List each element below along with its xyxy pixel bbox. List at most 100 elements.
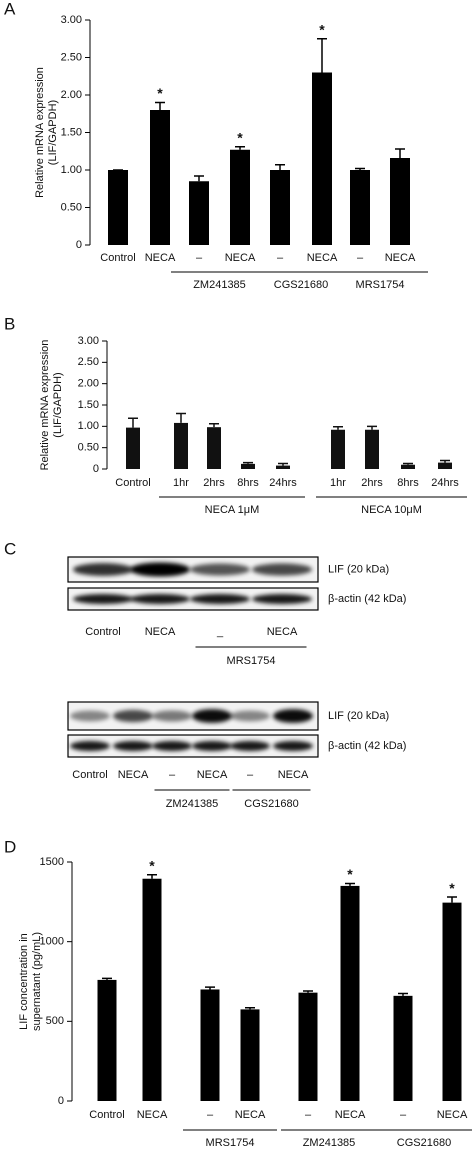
significance-marker: * [157, 85, 163, 101]
y-tick-label: 2.50 [61, 51, 82, 63]
blot-band [73, 563, 133, 576]
bar [142, 878, 162, 1101]
error-bar [235, 146, 245, 150]
x-tick-label: 2hrs [203, 477, 225, 489]
blot-band [190, 594, 250, 604]
x-tick-label: 8hrs [237, 477, 259, 489]
y-tick-label: 0 [93, 463, 99, 475]
blot-band [190, 563, 250, 576]
y-tick-label: 500 [46, 1015, 64, 1027]
lane-label: NECA [267, 626, 298, 638]
bar [401, 464, 415, 469]
bar [108, 170, 128, 245]
error-bar [317, 38, 327, 73]
error-bar [303, 990, 313, 993]
error-bar [245, 1007, 255, 1010]
x-tick-label: NECA [225, 252, 256, 264]
lane-label: – [169, 769, 176, 781]
x-tick-label: NECA [385, 252, 416, 264]
error-bar [355, 167, 365, 170]
bar [97, 979, 117, 1101]
x-tick-label: 2hrs [361, 477, 383, 489]
group-label: MRS1754 [206, 1137, 255, 1149]
error-bar [155, 101, 165, 110]
x-tick-label: NECA [307, 252, 338, 264]
y-tick-label: 0 [58, 1095, 64, 1107]
blot-band [252, 563, 312, 576]
y-tick-label: 2.50 [78, 356, 99, 368]
bar [207, 427, 221, 469]
y-axis-label: (LIF/GAPDH) [52, 372, 64, 437]
bar [189, 181, 209, 245]
bar [174, 422, 188, 469]
x-tick-label: NECA [145, 252, 176, 264]
error-bar [209, 423, 219, 428]
error-bar [128, 417, 138, 428]
blot-band [252, 594, 312, 604]
blot-band [273, 741, 313, 751]
error-bar [205, 986, 215, 990]
x-tick-label: – [400, 1109, 407, 1121]
y-tick-label: 3.00 [61, 14, 82, 26]
bar [312, 72, 332, 245]
error-bar [367, 425, 377, 430]
significance-marker: * [319, 21, 325, 37]
error-bar [447, 896, 457, 903]
bar [365, 429, 379, 469]
panel-label: A [4, 0, 16, 18]
band-label: LIF (20 kDa) [328, 563, 389, 575]
error-bar [398, 992, 408, 996]
y-axis-label: supernatant (pg/mL) [31, 932, 43, 1031]
group-label: ZM241385 [166, 798, 219, 810]
bar [350, 170, 370, 245]
y-axis-label: (LIF/GAPDH) [47, 100, 59, 165]
blot-band [230, 741, 270, 751]
y-tick-label: 1.00 [78, 420, 99, 432]
y-tick-label: 0.50 [78, 442, 99, 454]
x-tick-label: NECA [137, 1109, 168, 1121]
group-label: ZM241385 [193, 279, 246, 291]
blot-band [70, 710, 110, 722]
error-bar [395, 148, 405, 158]
lane-label: Control [85, 626, 120, 638]
y-tick-label: 0 [76, 239, 82, 251]
x-tick-label: 8hrs [397, 477, 419, 489]
error-bar [275, 164, 285, 170]
blot-band [113, 741, 153, 751]
y-tick-label: 1.50 [78, 399, 99, 411]
x-tick-label: NECA [437, 1109, 468, 1121]
bar [390, 158, 410, 245]
bar [200, 989, 220, 1101]
lane-label: NECA [278, 769, 309, 781]
significance-marker: * [449, 880, 455, 896]
blot-band [130, 562, 190, 577]
significance-marker: * [149, 857, 155, 873]
blot-band [152, 710, 192, 722]
error-bar [194, 175, 204, 182]
group-label: CGS21680 [274, 279, 328, 291]
error-bar [147, 873, 157, 879]
bar [393, 995, 413, 1101]
group-label: MRS1754 [356, 279, 405, 291]
x-tick-label: Control [89, 1109, 124, 1121]
error-bar [243, 461, 253, 464]
blot-band [230, 710, 270, 722]
bar [442, 902, 462, 1101]
significance-marker: * [237, 129, 243, 145]
x-tick-label: – [277, 252, 284, 264]
x-tick-label: Control [115, 477, 150, 489]
lane-label: NECA [197, 769, 228, 781]
band-label: β-actin (42 kDa) [328, 593, 406, 605]
error-bar [176, 412, 186, 423]
bar [150, 110, 170, 245]
bar [270, 170, 290, 245]
group-label: NECA 10μM [361, 504, 422, 516]
x-tick-label: Control [100, 252, 135, 264]
error-bar [345, 882, 355, 886]
significance-marker: * [347, 866, 353, 882]
group-label: CGS21680 [397, 1137, 451, 1149]
bar [126, 427, 140, 469]
lane-label: Control [72, 769, 107, 781]
y-tick-label: 2.00 [78, 378, 99, 390]
